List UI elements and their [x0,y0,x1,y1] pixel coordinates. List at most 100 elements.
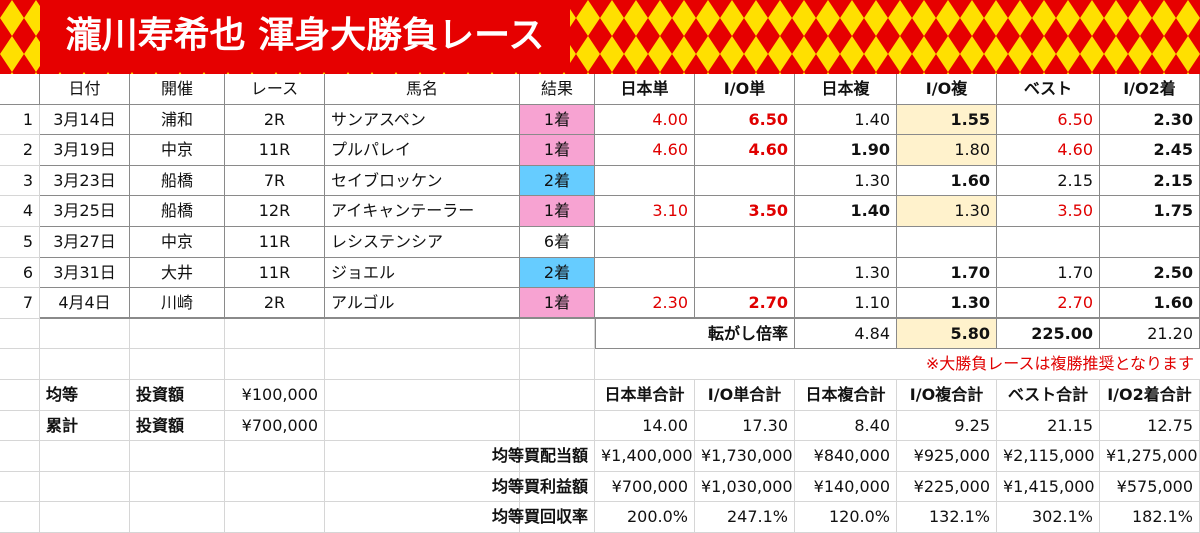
cell-race: 11R [225,227,325,258]
cell-result: 2着 [520,165,595,197]
investment-sublabel: 投資額 [130,410,225,442]
column-header: 日本複 [795,74,897,105]
totals-row-value: ¥840,000 [795,441,897,472]
cell-race: 7R [225,165,325,197]
cell-jp_win: 3.10 [595,196,695,227]
column-header: 結果 [520,74,595,105]
totals-row-value: ¥1,400,000 [595,441,695,472]
summary-value: 5.80 [897,318,997,350]
cell-date: 3月31日 [40,257,130,289]
grid-cell [0,441,40,472]
cell-no: 3 [0,165,40,197]
grid-cell [130,441,225,472]
grid-cell [520,318,595,350]
totals-row-value: ¥925,000 [897,441,997,472]
totals-row-value: ¥1,730,000 [695,441,795,472]
column-header: I/O複 [897,74,997,105]
cell-jp_win: 4.60 [595,135,695,166]
cell-jp_win [595,257,695,289]
totals-row-value: ¥1,030,000 [695,471,795,503]
totals-row-value: 182.1% [1100,502,1200,533]
cell-no: 5 [0,227,40,258]
cell-horse: セイブロッケン [325,165,520,197]
grid-cell [520,380,595,411]
totals-value: 12.75 [1100,410,1200,442]
cell-io_place: 1.80 [897,135,997,166]
totals-header: 日本単合計 [595,380,695,411]
grid-cell [40,441,130,472]
cell-io_place: 1.30 [897,196,997,227]
cell-venue: 中京 [130,227,225,258]
cell-date: 3月14日 [40,104,130,136]
cell-io2: 2.15 [1100,165,1200,197]
cell-io_win: 3.50 [695,196,795,227]
summary-value: 225.00 [997,318,1100,350]
grid-cell [40,502,130,533]
totals-row-value: ¥225,000 [897,471,997,503]
title: 瀧川寿希也 渾身大勝負レース [40,0,570,72]
totals-value: 14.00 [595,410,695,442]
grid-cell [325,380,520,411]
totals-header: 日本複合計 [795,380,897,411]
investment-sublabel: 投資額 [130,380,225,411]
cell-date: 3月27日 [40,227,130,258]
totals-value: 17.30 [695,410,795,442]
cell-io_win: 2.70 [695,288,795,319]
cell-io_win [695,227,795,258]
cell-io_win: 4.60 [695,135,795,166]
cell-io_place: 1.60 [897,165,997,197]
column-header: 日本単 [595,74,695,105]
cell-race: 12R [225,196,325,227]
grid-cell [0,410,40,442]
cell-race: 2R [225,104,325,136]
cell-io2: 1.75 [1100,196,1200,227]
totals-row-value: ¥2,115,000 [997,441,1100,472]
grid-cell [325,349,520,380]
grid-cell [0,349,40,380]
totals-row-value: 120.0% [795,502,897,533]
totals-row-value: ¥575,000 [1100,471,1200,503]
grid-cell [130,502,225,533]
grid-cell [225,349,325,380]
grid-cell [325,410,520,442]
summary-value: 21.20 [1100,318,1200,350]
column-header: レース [225,74,325,105]
cell-horse: アイキャンテーラー [325,196,520,227]
cell-best: 1.70 [997,257,1100,289]
cell-best: 4.60 [997,135,1100,166]
grid-cell [0,471,40,503]
cell-jp_place: 1.90 [795,135,897,166]
cell-horse: プルパレイ [325,135,520,166]
cell-venue: 中京 [130,135,225,166]
totals-row-label: 均等買回収率 [325,502,595,533]
cell-best: 3.50 [997,196,1100,227]
cell-io_place: 1.70 [897,257,997,289]
grid-cell [130,471,225,503]
cell-best: 6.50 [997,104,1100,136]
cell-result: 2着 [520,257,595,289]
grid-cell [225,441,325,472]
investment-label: 均等 [40,380,130,411]
cell-io_win [695,165,795,197]
cell-no: 1 [0,104,40,136]
cell-venue: 船橋 [130,165,225,197]
grid-cell [225,471,325,503]
cell-horse: アルゴル [325,288,520,319]
column-header: 馬名 [325,74,520,105]
cell-result: 1着 [520,196,595,227]
cell-jp_win: 4.00 [595,104,695,136]
cell-date: 4月4日 [40,288,130,319]
grid-cell [0,380,40,411]
cell-venue: 大井 [130,257,225,289]
investment-amount: ¥700,000 [225,410,325,442]
cell-no: 4 [0,196,40,227]
cell-io_place: 1.30 [897,288,997,319]
grid-cell [520,410,595,442]
totals-row-label: 均等買利益額 [325,471,595,503]
grid-cell [130,318,225,350]
column-header: I/O2着 [1100,74,1200,105]
cell-horse: サンアスペン [325,104,520,136]
totals-value: 9.25 [897,410,997,442]
